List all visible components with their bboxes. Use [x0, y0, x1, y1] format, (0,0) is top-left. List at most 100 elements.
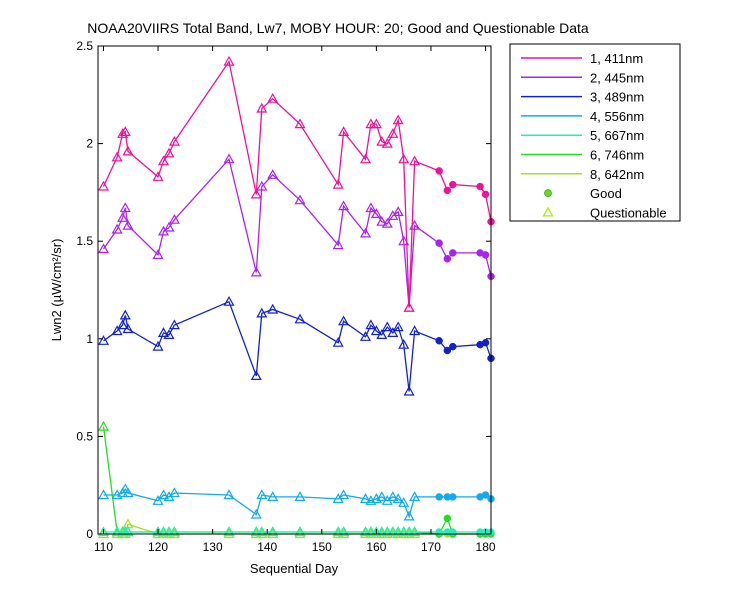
data-point-questionable [97, 180, 110, 191]
y-tick-label: 0 [86, 527, 93, 541]
data-point-questionable [223, 489, 235, 500]
legend-questionable-marker [542, 206, 554, 217]
data-point-questionable [387, 128, 399, 138]
data-point-questionable [398, 338, 410, 349]
legend-label: 6, 746nm [590, 148, 644, 163]
data-point-questionable [398, 235, 410, 246]
data-point-questionable [163, 221, 175, 232]
data-point-questionable [117, 128, 129, 138]
data-point-questionable [359, 153, 372, 164]
data-point-questionable [392, 493, 404, 503]
data-point-good [449, 249, 457, 257]
data-point-questionable [403, 385, 415, 396]
data-point-questionable [223, 55, 235, 66]
data-point-questionable [359, 331, 372, 341]
x-tick-label: 170 [421, 540, 441, 554]
legend-label: 2, 445nm [590, 70, 644, 85]
data-point-good [443, 255, 452, 263]
data-point-questionable [163, 147, 175, 158]
data-point-good [443, 346, 452, 355]
data-point-questionable [152, 249, 164, 259]
data-point-questionable [250, 266, 262, 277]
data-point-questionable [332, 239, 344, 250]
data-point-questionable [403, 510, 415, 521]
data-point-good [481, 190, 490, 199]
data-point-questionable [256, 102, 268, 113]
data-point-questionable [111, 151, 123, 162]
series-line [103, 487, 492, 519]
data-point-questionable [168, 213, 180, 224]
data-point-questionable [111, 223, 123, 234]
data-point-questionable [338, 489, 350, 500]
data-point-questionable [387, 327, 399, 337]
data-point-questionable [338, 526, 350, 537]
x-tick-label: 130 [203, 540, 223, 554]
data-point-questionable [392, 526, 404, 537]
data-point-questionable [250, 526, 262, 537]
x-tick-label: 160 [366, 540, 386, 554]
data-point-questionable [359, 493, 372, 503]
x-tick-label: 120 [148, 540, 168, 554]
data-point-good [449, 493, 457, 501]
data-point-questionable [376, 526, 388, 537]
x-tick-label: 180 [476, 540, 496, 554]
data-point-questionable [168, 319, 180, 330]
x-tick-label: 110 [94, 540, 113, 554]
data-point-questionable [332, 178, 344, 189]
data-point-questionable [381, 526, 393, 537]
data-point-questionable [119, 126, 131, 136]
series-group [97, 483, 495, 521]
data-point-questionable [365, 319, 377, 330]
data-point-questionable [376, 215, 388, 226]
y-axis: 0 0.5 1 1.5 2 2.5 [76, 39, 491, 541]
legend-label: 4, 556nm [590, 109, 644, 124]
data-point-questionable [250, 370, 262, 380]
data-point-questionable [398, 497, 410, 507]
data-point-good [443, 186, 452, 195]
y-tick-label: 0.5 [76, 429, 93, 443]
data-point-good [435, 493, 443, 501]
data-point-questionable [157, 489, 170, 500]
data-point-questionable [256, 489, 268, 500]
data-point-questionable [387, 491, 399, 501]
data-point-questionable [365, 118, 377, 129]
data-point-questionable [392, 114, 404, 125]
data-point-questionable [387, 526, 399, 537]
data-point-questionable [97, 420, 110, 431]
data-point-questionable [152, 171, 164, 181]
data-point-questionable [365, 202, 377, 213]
data-point-questionable [381, 321, 393, 332]
legend-label: 5, 667nm [590, 128, 644, 143]
legend-label: 1, 411nm [590, 51, 643, 66]
data-point-questionable [256, 526, 268, 537]
legend-label-good: Good [590, 186, 622, 201]
data-point-questionable [168, 135, 180, 146]
y-tick-label: 1 [86, 332, 93, 346]
data-point-questionable [370, 526, 382, 537]
plot-area [98, 46, 491, 534]
data-point-questionable [403, 301, 415, 312]
data-point-questionable [403, 526, 415, 537]
data-point-questionable [392, 206, 404, 216]
data-point-questionable [223, 295, 235, 306]
data-point-questionable [332, 526, 344, 537]
data-point-questionable [409, 155, 421, 166]
series-group [97, 153, 495, 312]
data-point-good [481, 251, 490, 259]
data-point-good [443, 514, 452, 523]
data-point-questionable [392, 321, 404, 332]
data-point-questionable [97, 489, 110, 500]
data-point-questionable [122, 219, 134, 230]
y-axis-label: Lwn2 (µW/cm²/sr) [49, 239, 64, 342]
data-point-questionable [409, 325, 421, 336]
data-point-questionable [122, 526, 134, 537]
data-point-questionable [294, 118, 306, 129]
x-tick-label: 140 [257, 540, 277, 554]
y-tick-label: 2 [86, 137, 93, 151]
data-point-questionable [111, 325, 123, 336]
data-point-questionable [409, 526, 421, 537]
data-point-questionable [294, 313, 306, 324]
data-point-questionable [163, 526, 175, 537]
legend-good-marker [544, 189, 552, 197]
y-tick-label: 2.5 [76, 39, 93, 53]
